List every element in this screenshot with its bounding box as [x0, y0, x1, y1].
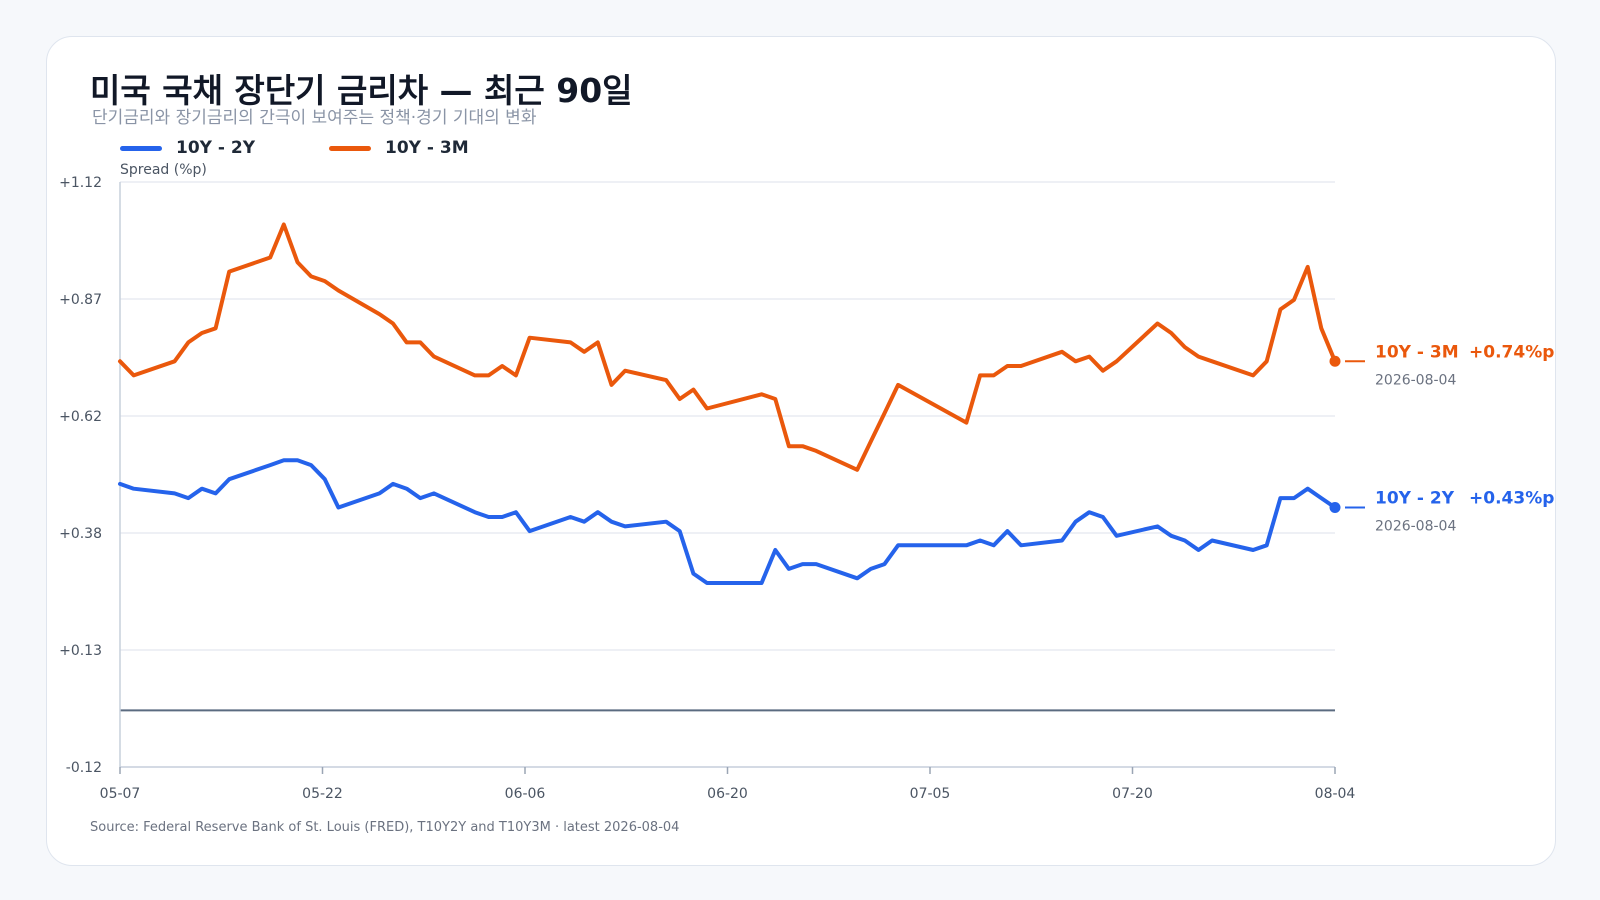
y-tick-label: +0.87: [59, 292, 102, 308]
x-tick-label: 06-20: [707, 786, 748, 802]
chart-title: 미국 국채 장단기 금리차 — 최근 90일: [90, 71, 633, 110]
axes: +1.12 +0.87 +0.62 +0.38 +0.13 -0.12 Spread (%p…: [59, 162, 1355, 802]
x-tick-label: 08-04: [1315, 786, 1356, 802]
legend-item-10y-3m: 10Y - 3M: [329, 138, 469, 158]
x-tick-label: 07-20: [1112, 786, 1153, 802]
legend: 10Y - 2Y 10Y - 3M: [120, 138, 469, 158]
source-note: Source: Federal Reserve Bank of St. Loui…: [90, 820, 680, 835]
end-marker-10y-3m: [1329, 355, 1341, 367]
end-label-name-10y-2y: 10Y - 2Y: [1375, 489, 1455, 509]
series: [118, 222, 1341, 585]
end-label-value-10y-2y: +0.43%p: [1469, 489, 1554, 509]
end-label-date-10y-3m: 2026-08-04: [1375, 372, 1456, 388]
end-label-date-10y-2y: 2026-08-04: [1375, 519, 1456, 535]
chart-card: [46, 36, 1556, 866]
series-line-10y-3m: [118, 222, 1337, 472]
y-axis-label: Spread (%p): [120, 162, 207, 178]
legend-label-10y-3m: 10Y - 3M: [385, 138, 469, 158]
series-line-10y-2y: [118, 458, 1337, 585]
x-tick-label: 07-05: [910, 786, 951, 802]
x-tick-label: 05-07: [100, 786, 141, 802]
end-label-name-10y-3m: 10Y - 3M: [1375, 342, 1459, 362]
end-label-value-10y-3m: +0.74%p: [1469, 342, 1554, 362]
x-tick-label: 06-06: [505, 786, 546, 802]
y-tick-label: +0.38: [59, 526, 102, 542]
legend-swatch-10y-2y: [120, 145, 162, 151]
y-tick-label: +1.12: [59, 175, 102, 191]
chart-subtitle: 단기금리와 장기금리의 간극이 보여주는 정책·경기 기대의 변화: [92, 108, 537, 128]
legend-swatch-10y-3m: [329, 145, 371, 151]
end-labels: 10Y - 2Y +0.43%p 2026-08-04 10Y - 3M +0.74%p…: [1345, 342, 1554, 535]
y-tick-label: +0.62: [59, 409, 102, 425]
end-marker-10y-2y: [1329, 502, 1341, 514]
y-tick-label: -0.12: [66, 760, 102, 776]
x-tick-label: 05-22: [302, 786, 343, 802]
legend-label-10y-2y: 10Y - 2Y: [176, 138, 255, 158]
legend-item-10y-2y: 10Y - 2Y: [120, 138, 255, 158]
y-tick-label: +0.13: [59, 643, 102, 659]
